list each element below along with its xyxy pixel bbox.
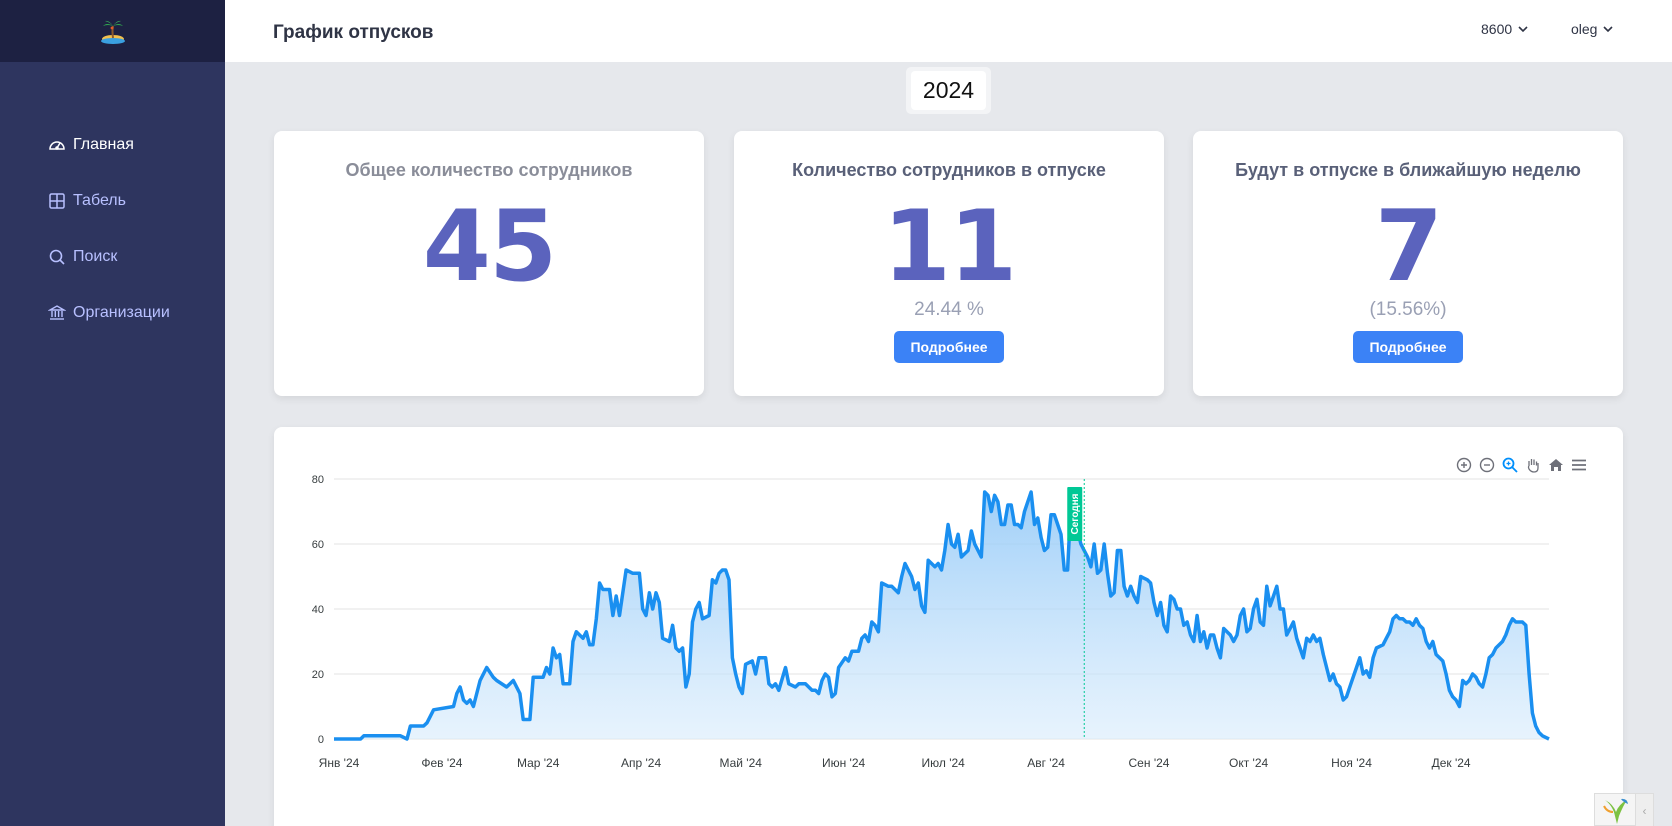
user-dropdown[interactable]: oleg bbox=[1571, 21, 1614, 37]
x-tick-label: Апр '24 bbox=[621, 756, 661, 770]
y-tick-label: 80 bbox=[312, 474, 324, 486]
zoom-out-icon[interactable] bbox=[1478, 456, 1496, 474]
sidebar-header bbox=[0, 0, 225, 62]
x-tick-label: Мар '24 bbox=[517, 756, 560, 770]
card-title: Количество сотрудников в отпуске bbox=[792, 160, 1106, 180]
y-tick-label: 0 bbox=[318, 734, 324, 746]
card-title: Общее количество сотрудников bbox=[345, 160, 633, 180]
chevron-down-icon bbox=[1603, 26, 1614, 33]
vacation-chart-card: 0 20 40 60 80 Янв '24 Фев '24 Мар '24 Апр '24 Май… bbox=[274, 427, 1623, 826]
x-tick-label: Янв '24 bbox=[319, 756, 360, 770]
details-button[interactable]: Подробнее bbox=[1353, 331, 1463, 363]
card-percentage: (15.56%) bbox=[1369, 299, 1447, 320]
chevron-down-icon bbox=[1518, 26, 1528, 33]
table-grid-icon bbox=[48, 192, 66, 210]
today-label-bg bbox=[1067, 487, 1083, 541]
sidebar-item-organizations[interactable]: Организации bbox=[0, 285, 225, 341]
sidebar-nav: Главная Табель Поиск Организации bbox=[0, 62, 225, 341]
chevron-left-icon[interactable]: ‹ bbox=[1635, 794, 1653, 826]
card-percentage: 24.44 % bbox=[914, 299, 984, 320]
x-tick-label: Сен '24 bbox=[1129, 756, 1170, 770]
total-employees-card: Общее количество сотрудников 45 bbox=[274, 131, 704, 396]
selection-zoom-icon[interactable] bbox=[1501, 456, 1519, 474]
sidebar-item-search[interactable]: Поиск bbox=[0, 229, 225, 285]
debug-toolbar-badge[interactable]: ‹ bbox=[1594, 793, 1654, 826]
sidebar-item-label: Поиск bbox=[73, 248, 118, 265]
x-tick-label: Май '24 bbox=[719, 756, 762, 770]
sidebar-item-label: Организации bbox=[73, 304, 170, 321]
y-tick-label: 60 bbox=[312, 539, 324, 551]
series-area bbox=[334, 492, 1549, 739]
x-tick-label: Ноя '24 bbox=[1331, 756, 1372, 770]
x-tick-label: Дек '24 bbox=[1432, 756, 1471, 770]
card-title: Будут в отпуске в ближайшую неделю bbox=[1235, 160, 1581, 180]
sidebar-item-label: Табель bbox=[73, 192, 126, 209]
x-tick-label: Фев '24 bbox=[421, 756, 462, 770]
yii-logo-icon bbox=[1603, 798, 1628, 824]
zoom-in-icon[interactable] bbox=[1455, 456, 1473, 474]
card-value: 11 bbox=[882, 190, 1017, 304]
sidebar-item-timesheet[interactable]: Табель bbox=[0, 173, 225, 229]
year-button[interactable]: 2024 bbox=[911, 71, 986, 110]
next-week-vacation-card: Будут в отпуске в ближайшую неделю 7 (15… bbox=[1193, 131, 1623, 396]
year-selector: 2024 bbox=[906, 67, 991, 114]
today-label: Сегодня bbox=[1070, 493, 1081, 534]
org-dropdown-label: 8600 bbox=[1481, 21, 1513, 37]
menu-icon[interactable] bbox=[1570, 456, 1588, 474]
org-dropdown[interactable]: 8600 bbox=[1481, 21, 1529, 37]
vacation-area-chart[interactable]: 0 20 40 60 80 Янв '24 Фев '24 Мар '24 Апр '24 Май… bbox=[274, 427, 1623, 826]
search-icon bbox=[48, 248, 66, 266]
chart-toolbar bbox=[1455, 456, 1588, 474]
x-tick-label: Июл '24 bbox=[922, 756, 966, 770]
sidebar: Главная Табель Поиск Организации bbox=[0, 0, 225, 826]
sidebar-item-label: Главная bbox=[73, 136, 134, 153]
x-tick-label: Окт '24 bbox=[1229, 756, 1269, 770]
y-tick-label: 40 bbox=[312, 604, 324, 616]
page-title: График отпусков bbox=[273, 22, 434, 43]
x-tick-label: Авг '24 bbox=[1027, 756, 1065, 770]
card-value: 7 bbox=[1374, 190, 1443, 304]
details-button[interactable]: Подробнее bbox=[894, 331, 1004, 363]
reset-home-icon[interactable] bbox=[1547, 456, 1565, 474]
y-tick-label: 20 bbox=[312, 669, 324, 681]
top-header: График отпусков 8600 oleg bbox=[225, 0, 1672, 62]
bank-building-icon bbox=[48, 304, 66, 322]
card-value: 45 bbox=[422, 190, 557, 304]
sidebar-item-home[interactable]: Главная bbox=[0, 117, 225, 173]
pan-hand-icon[interactable] bbox=[1524, 456, 1542, 474]
series-line bbox=[334, 490, 1550, 741]
palm-island-icon[interactable] bbox=[99, 17, 127, 45]
on-vacation-card: Количество сотрудников в отпуске 11 24.4… bbox=[734, 131, 1164, 396]
user-dropdown-label: oleg bbox=[1571, 21, 1598, 37]
x-tick-label: Июн '24 bbox=[822, 756, 866, 770]
dashboard-gauge-icon bbox=[48, 136, 66, 154]
